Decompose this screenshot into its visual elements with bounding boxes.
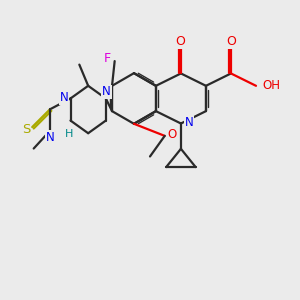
Text: N: N (185, 116, 194, 129)
Text: N: N (102, 85, 111, 98)
Text: O: O (226, 35, 236, 48)
Text: O: O (167, 128, 177, 141)
Text: F: F (104, 52, 111, 64)
Text: N: N (46, 131, 55, 144)
Text: S: S (22, 123, 31, 136)
Text: O: O (176, 35, 185, 48)
Text: OH: OH (262, 79, 280, 92)
Text: H: H (64, 129, 73, 139)
Text: N: N (60, 91, 68, 104)
